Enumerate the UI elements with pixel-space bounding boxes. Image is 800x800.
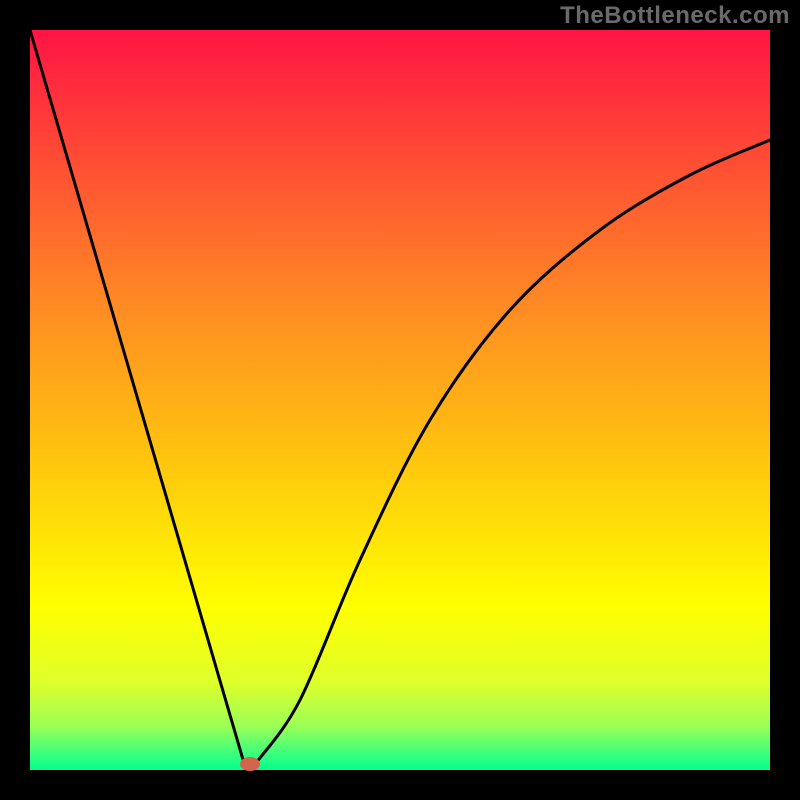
chart-container: TheBottleneck.com — [0, 0, 800, 800]
plot-background — [30, 30, 770, 770]
valley-marker — [240, 757, 260, 771]
watermark-text: TheBottleneck.com — [560, 2, 790, 30]
bottleneck-chart — [0, 0, 800, 800]
